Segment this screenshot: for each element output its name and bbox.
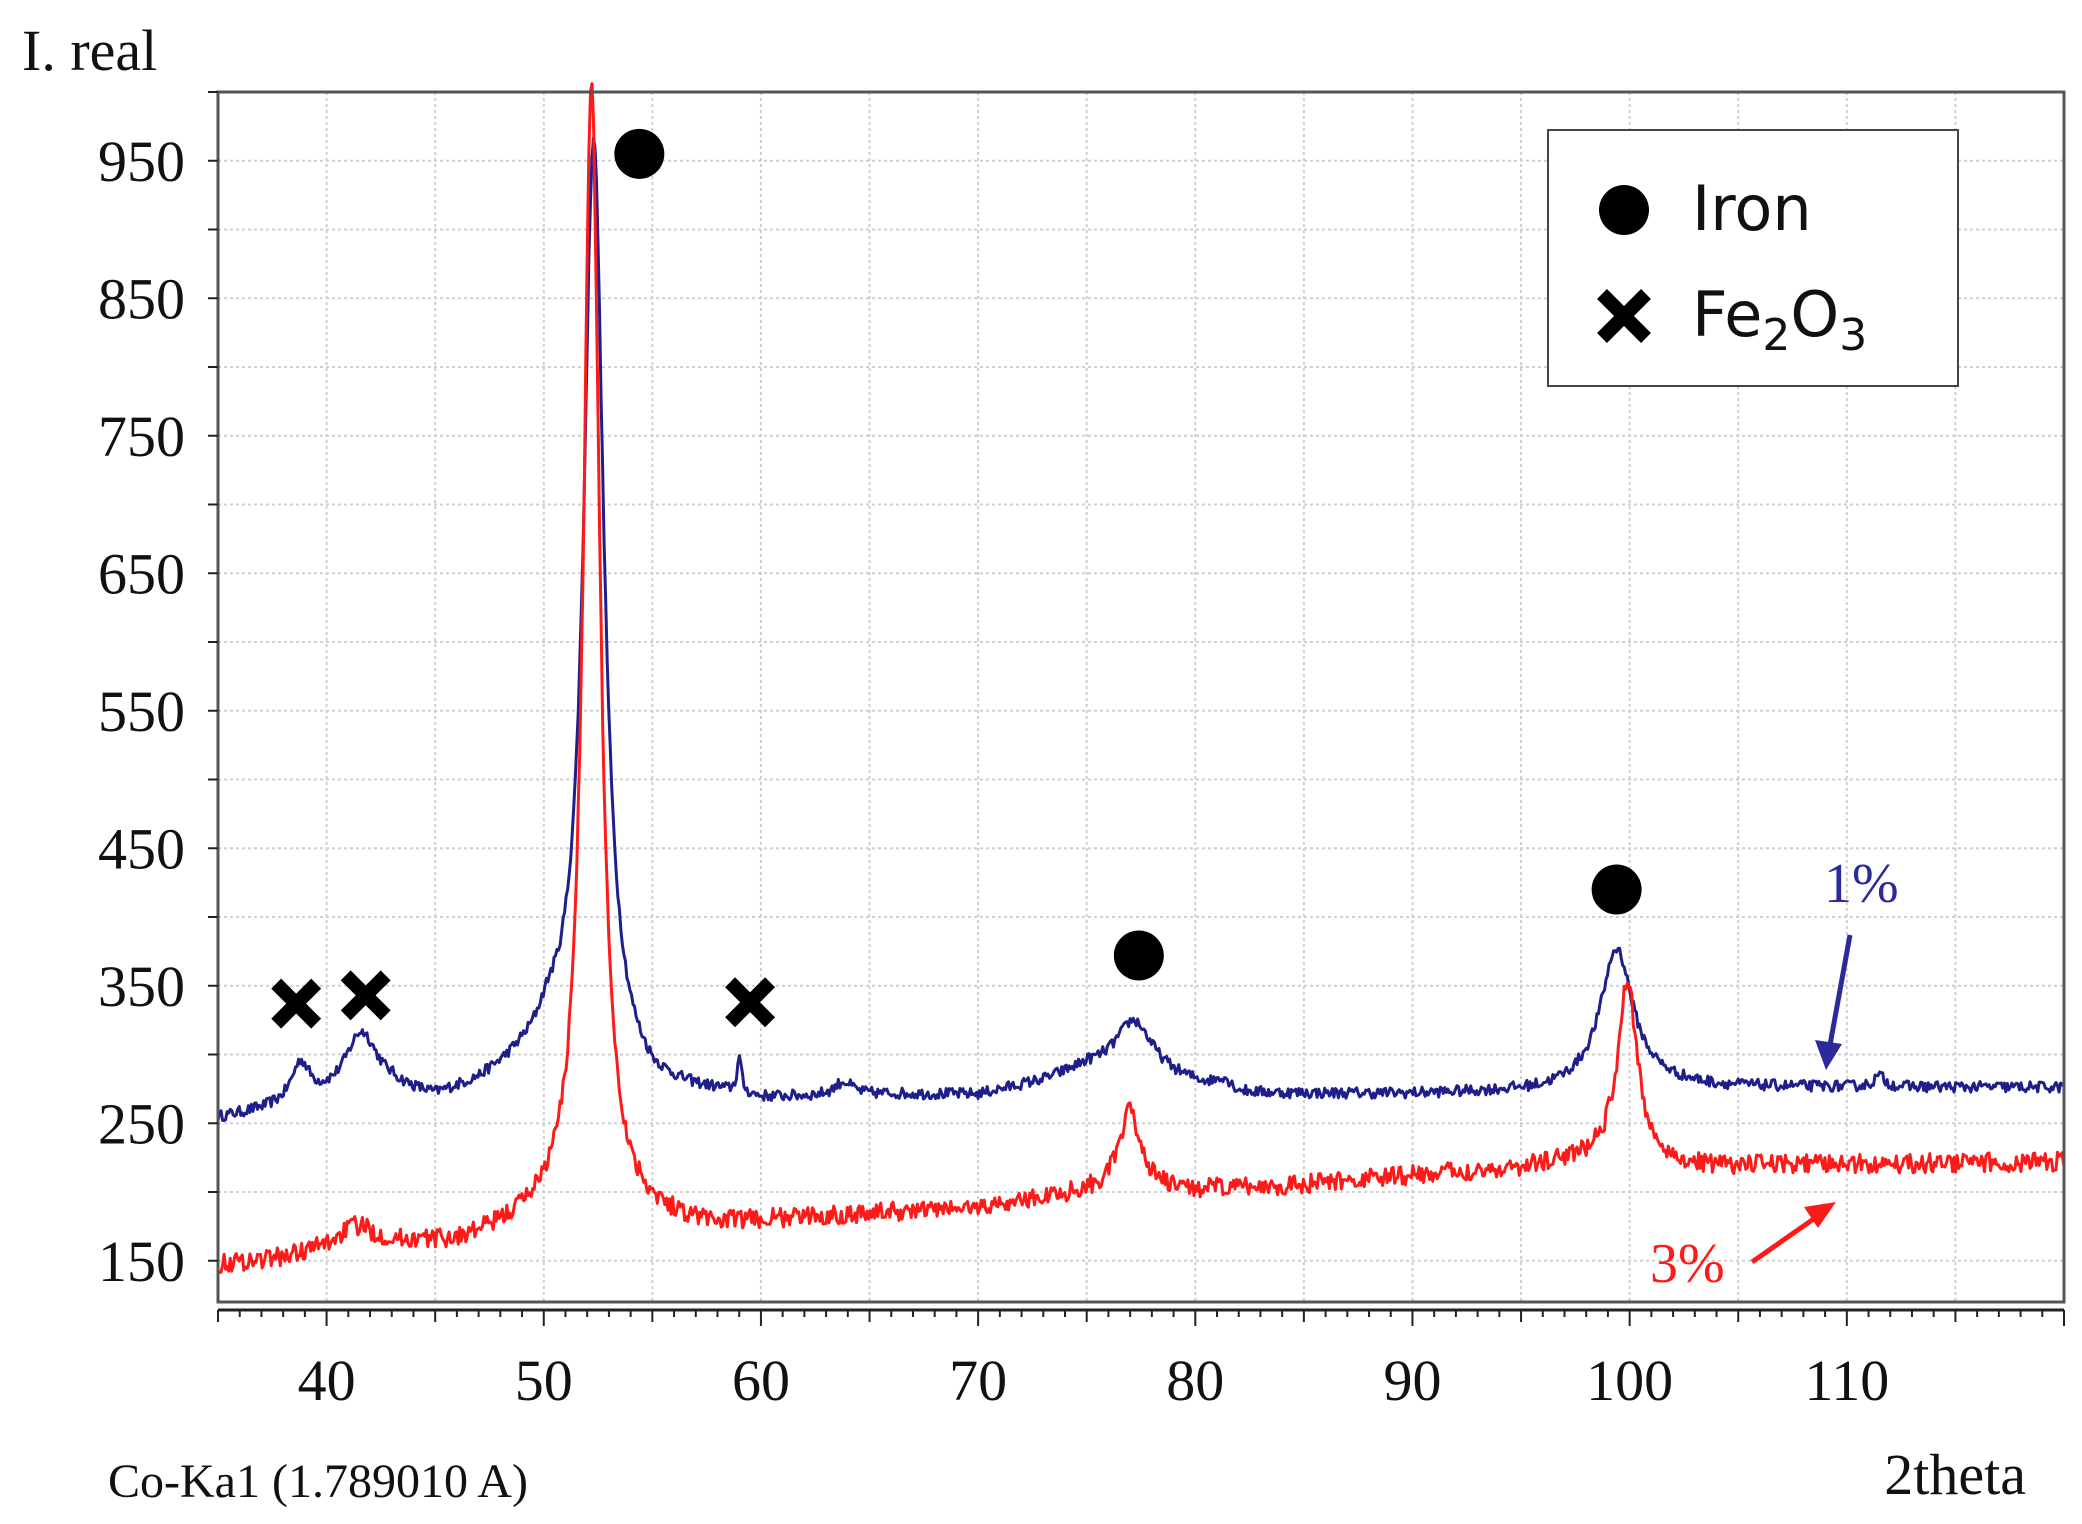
series-1pct-arrow-shaft — [1827, 934, 1853, 1046]
series-3pct-arrow-head — [1804, 1202, 1836, 1228]
x-tick-label: 50 — [515, 1348, 573, 1413]
iron-peak-marker — [1113, 930, 1164, 981]
series-line-1pct — [216, 136, 2065, 1122]
marker-layer — [271, 128, 1642, 1029]
x-tick-label: 110 — [1804, 1348, 1889, 1413]
y-tick-label: 550 — [98, 679, 185, 744]
legend-o-text: O — [1790, 278, 1839, 351]
source-label: Co-Ka1 (1.789010 A) — [108, 1455, 528, 1508]
legend: Iron Fe2O3 — [1547, 129, 1959, 387]
legend-fe-subscript: 2 — [1762, 310, 1790, 361]
y-tick-label: 950 — [98, 129, 185, 194]
legend-fe-text: Fe — [1692, 278, 1762, 351]
fe2o3-peak-marker — [725, 977, 776, 1028]
x-tick-label: 90 — [1383, 1348, 1441, 1413]
tick-layer: 40 50 60 70 80 90 100 110 150 250 350 450 550 650 750 8… — [98, 91, 2065, 1413]
iron-peak-marker — [614, 128, 665, 179]
legend-iron-marker — [1599, 185, 1649, 235]
series-3pct-label: 3% — [1650, 1233, 1725, 1295]
y-tick-label: 450 — [98, 816, 185, 881]
y-tick-label: 650 — [98, 541, 185, 606]
x-tick-label: 70 — [949, 1348, 1007, 1413]
series-3pct-annotation: 3% — [1650, 1202, 1836, 1295]
plot-frame — [216, 90, 2066, 1304]
y-tick-label: 150 — [98, 1229, 185, 1294]
series-3pct-arrow-shaft — [1750, 1215, 1817, 1265]
x-tick-label: 60 — [732, 1348, 790, 1413]
x-axis-label: 2theta — [1884, 1442, 2026, 1507]
y-tick-label: 250 — [98, 1091, 185, 1156]
fe2o3-peak-marker — [340, 970, 391, 1021]
series-1pct-annotation: 1% — [1815, 853, 1899, 1070]
series-1pct-label: 1% — [1824, 853, 1899, 915]
x-tick-label: 40 — [298, 1348, 356, 1413]
x-tick-label: 100 — [1586, 1348, 1673, 1413]
legend-fe2o3-label: Fe2O3 — [1692, 278, 1867, 361]
x-tick-label: 80 — [1166, 1348, 1224, 1413]
y-tick-label: 350 — [98, 954, 185, 1019]
fe2o3-peak-marker — [271, 978, 322, 1029]
legend-fe2o3-marker — [1597, 289, 1651, 343]
legend-iron-label: Iron — [1692, 172, 1812, 245]
y-tick-label: 750 — [98, 404, 185, 469]
series-layer — [216, 82, 2066, 1275]
legend-o-subscript: 3 — [1839, 310, 1867, 361]
legend-box — [1547, 129, 1959, 387]
iron-peak-marker — [1591, 864, 1642, 915]
y-tick-label: 850 — [98, 266, 185, 331]
series-1pct-arrow-head — [1815, 1040, 1842, 1070]
y-axis-label: I. real — [22, 18, 157, 83]
series-line-3pct — [217, 82, 2066, 1275]
